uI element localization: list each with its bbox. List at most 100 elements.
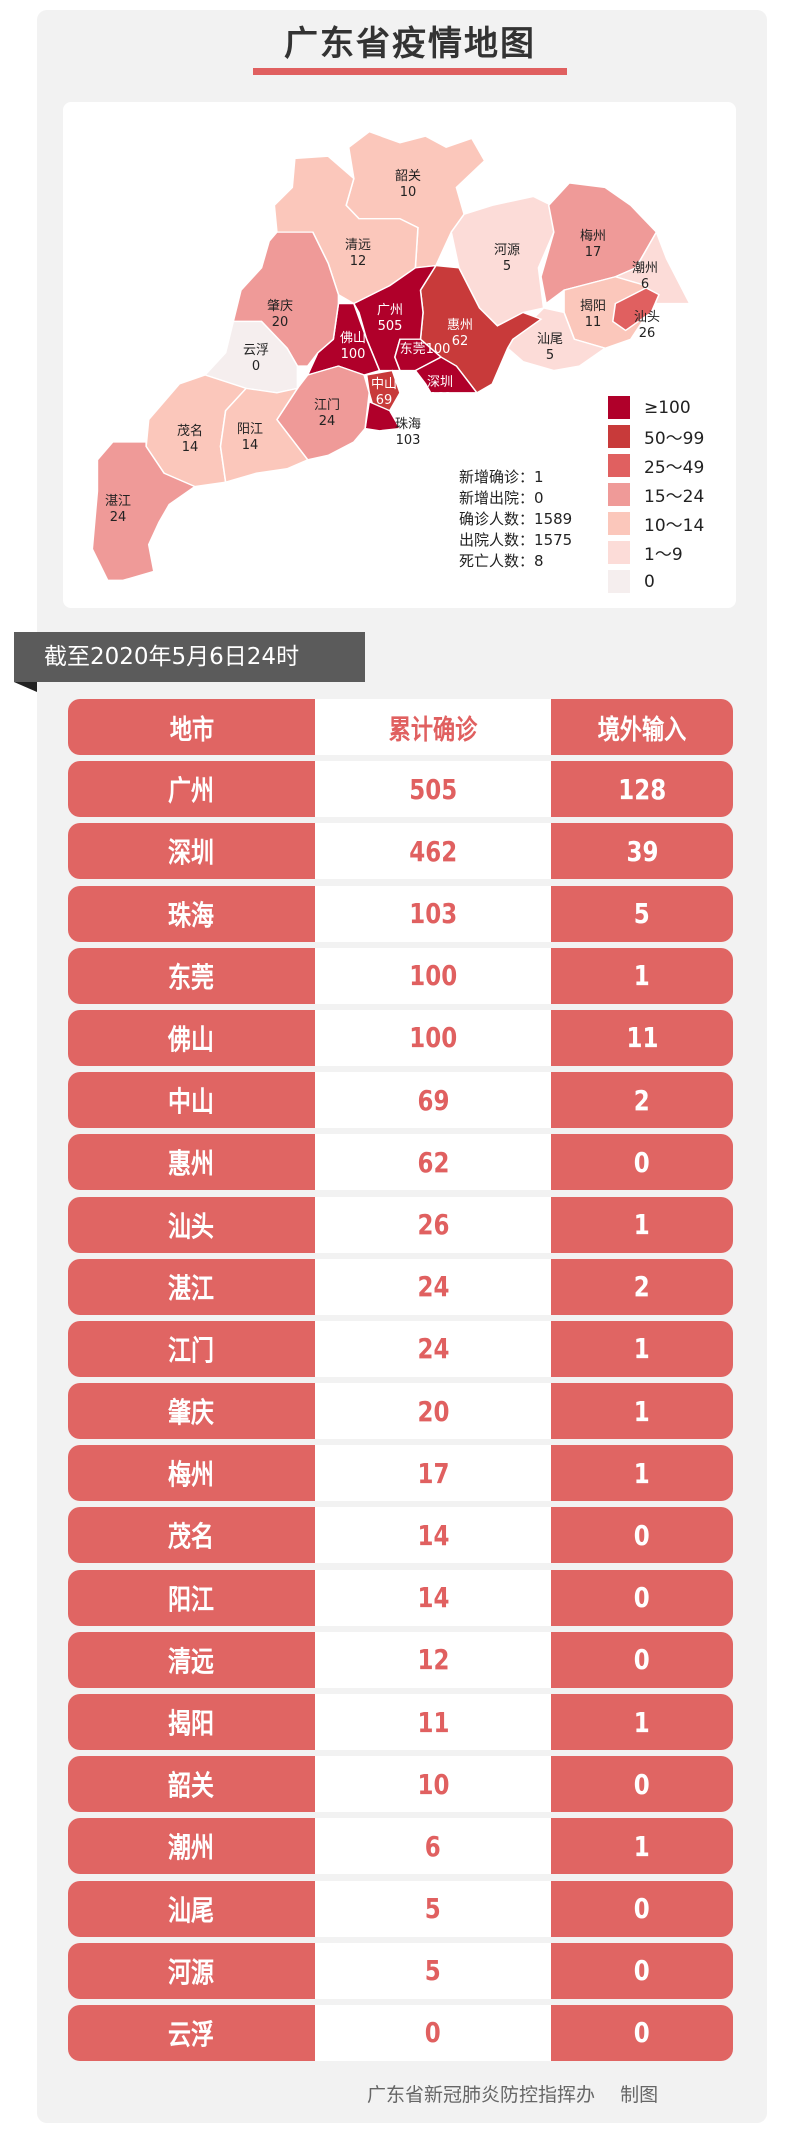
- total-cell: 69: [315, 1072, 551, 1129]
- total-cell: 14: [315, 1569, 551, 1626]
- region-label: 汕头 26: [633, 310, 661, 341]
- imported-cell: 1: [551, 1445, 733, 1502]
- imported-cell: 1: [551, 1818, 733, 1875]
- region-label: 中山 69: [370, 377, 398, 408]
- banner-fold: [14, 682, 37, 692]
- region-label: 珠海 103: [394, 417, 422, 448]
- legend-item: 1～9: [608, 538, 704, 567]
- city-cell: 深圳: [68, 823, 315, 880]
- legend-item: 0: [608, 567, 704, 596]
- total-cell: 100: [315, 947, 551, 1004]
- total-cell: 24: [315, 1258, 551, 1315]
- table-row: 清远 12 0: [68, 1631, 733, 1688]
- region-label: 湛江 24: [104, 494, 132, 525]
- city-cell: 湛江: [68, 1258, 315, 1315]
- city-cell: 韶关: [68, 1756, 315, 1813]
- table-row: 珠海 103 5: [68, 885, 733, 942]
- region-label: 佛山 100: [339, 331, 367, 362]
- total-cell: 6: [315, 1818, 551, 1875]
- header-total: 累计确诊: [315, 699, 551, 755]
- table-row: 汕头 26 1: [68, 1196, 733, 1253]
- region-label: 汕尾 5: [536, 332, 564, 363]
- city-cell: 佛山: [68, 1009, 315, 1066]
- total-cell: 505: [315, 761, 551, 818]
- stat-line: 新增确诊：1: [459, 468, 544, 486]
- total-cell: 100: [315, 1009, 551, 1066]
- region-shape: [219, 387, 309, 484]
- region-shape: [414, 356, 479, 394]
- legend-swatch: [608, 396, 630, 419]
- imported-cell: 1: [551, 1383, 733, 1440]
- table-row: 东莞 100 1: [68, 947, 733, 1004]
- city-cell: 汕尾: [68, 1880, 315, 1937]
- region-label: 深圳 462: [426, 375, 454, 406]
- imported-cell: 0: [551, 1631, 733, 1688]
- region-label: 梅州 17: [579, 229, 607, 260]
- table-row: 广州 505 128: [68, 761, 733, 818]
- total-cell: 26: [315, 1196, 551, 1253]
- legend-swatch: [608, 454, 630, 477]
- city-cell: 阳江: [68, 1569, 315, 1626]
- legend-label: 0: [644, 571, 655, 592]
- imported-cell: 0: [551, 1942, 733, 1999]
- stat-line: 出院人数：1575: [459, 531, 573, 549]
- imported-cell: 1: [551, 947, 733, 1004]
- imported-cell: 0: [551, 2004, 733, 2061]
- stat-line: 新增出院：0: [459, 489, 544, 507]
- date-banner: 截至2020年5月6日24时: [14, 632, 365, 682]
- footer-org: 广东省新冠肺炎防控指挥办: [367, 2084, 596, 2106]
- legend-label: 1～9: [644, 545, 683, 565]
- footer-credit: 广东省新冠肺炎防控指挥办 制图: [367, 2080, 658, 2107]
- imported-cell: 39: [551, 823, 733, 880]
- total-cell: 14: [315, 1507, 551, 1564]
- imported-cell: 0: [551, 1134, 733, 1191]
- table-row: 潮州 6 1: [68, 1818, 733, 1875]
- city-cell: 梅州: [68, 1445, 315, 1502]
- table-row: 茂名 14 0: [68, 1507, 733, 1564]
- table-row: 惠州 62 0: [68, 1134, 733, 1191]
- region-label: 河源 5: [493, 243, 521, 274]
- region-label: 云浮 0: [242, 343, 270, 374]
- region-label: 茂名 14: [176, 424, 204, 455]
- table-row: 汕尾 5 0: [68, 1880, 733, 1937]
- table-row: 肇庆 20 1: [68, 1383, 733, 1440]
- table-row: 韶关 10 0: [68, 1756, 733, 1813]
- city-cell: 肇庆: [68, 1383, 315, 1440]
- city-cell: 珠海: [68, 885, 315, 942]
- stat-line: 死亡人数：8: [459, 552, 544, 570]
- total-cell: 10: [315, 1756, 551, 1813]
- imported-cell: 1: [551, 1196, 733, 1253]
- region-label: 江门 24: [313, 398, 341, 429]
- region-label: 广州 505: [376, 303, 404, 334]
- table-header: 地市 累计确诊 境外输入: [68, 699, 733, 755]
- total-cell: 103: [315, 885, 551, 942]
- table-row: 中山 69 2: [68, 1072, 733, 1129]
- table-row: 揭阳 11 1: [68, 1694, 733, 1750]
- table-row: 云浮 0 0: [68, 2004, 733, 2061]
- table-row: 阳江 14 0: [68, 1569, 733, 1626]
- region-label: 潮州 6: [631, 261, 659, 292]
- imported-cell: 0: [551, 1880, 733, 1937]
- imported-cell: 1: [551, 1320, 733, 1377]
- legend-swatch: [608, 425, 630, 448]
- city-cell: 茂名: [68, 1507, 315, 1564]
- total-cell: 24: [315, 1320, 551, 1377]
- region-shape: [611, 287, 660, 332]
- region-label: 揭阳 11: [579, 299, 607, 330]
- region-shape: [91, 441, 197, 581]
- imported-cell: 128: [551, 761, 733, 818]
- legend-swatch: [608, 483, 630, 506]
- stats-summary: 新增确诊：1 新增出院：0 确诊人数：1589 出院人数：1575 死亡人数：8: [459, 467, 572, 572]
- imported-cell: 2: [551, 1072, 733, 1129]
- region-label: 清远 12: [344, 238, 372, 269]
- imported-cell: 0: [551, 1756, 733, 1813]
- city-cell: 惠州: [68, 1134, 315, 1191]
- city-cell: 揭阳: [68, 1694, 315, 1750]
- cases-table: 地市 累计确诊 境外输入 广州 505 128 深圳 462 39 珠海 103 5 东莞 100 1…: [68, 699, 733, 2061]
- imported-cell: 2: [551, 1258, 733, 1315]
- region-label: 肇庆 20: [266, 299, 294, 330]
- legend-label: 50～99: [644, 429, 705, 449]
- region-label: 东莞100: [399, 342, 451, 357]
- total-cell: 0: [315, 2004, 551, 2061]
- table-row: 湛江 24 2: [68, 1258, 733, 1315]
